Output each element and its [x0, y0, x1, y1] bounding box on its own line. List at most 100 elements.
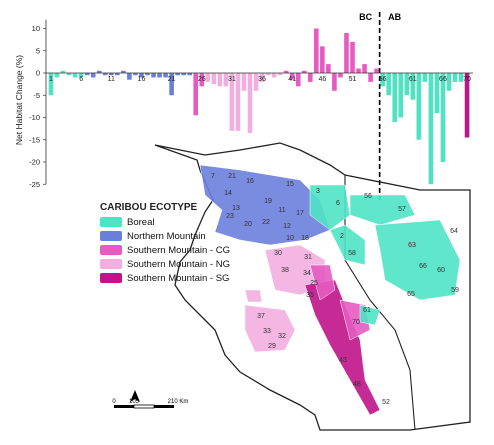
- x-tick-label: 36: [258, 76, 266, 83]
- map-range-label: 43: [339, 357, 347, 364]
- bar-18: [151, 73, 156, 78]
- bar-1: [48, 73, 54, 96]
- bar-68: [452, 73, 458, 82]
- legend-label: Southern Mountain - CG: [127, 244, 230, 256]
- map-range-label: 13: [232, 205, 240, 212]
- map-range-label: 17: [296, 210, 304, 217]
- map-range-label: 70: [352, 319, 360, 326]
- map-range-label: 66: [419, 263, 427, 270]
- scale-tick-2: 210 Km: [168, 399, 189, 405]
- map-range-label: 33: [263, 328, 271, 335]
- legend-swatch: [100, 217, 122, 227]
- bar-37: [265, 73, 271, 76]
- bar-6: [78, 73, 84, 78]
- scale-tick-1: 105: [129, 399, 140, 405]
- bar-26: [199, 73, 205, 87]
- north-arrow-icon: [130, 390, 140, 402]
- bar-52: [356, 68, 361, 73]
- bar-69: [458, 73, 464, 82]
- bar-5: [72, 73, 78, 78]
- bar-55: [374, 68, 379, 73]
- bar-58: [392, 73, 398, 122]
- caribou-range-area: [244, 304, 296, 353]
- scale-tick-0: 0: [112, 399, 116, 405]
- bar-25: [193, 73, 199, 116]
- map-range-label: 35: [306, 292, 314, 299]
- bar-14: [127, 73, 132, 80]
- bar-13: [121, 70, 126, 73]
- bar-56: [380, 73, 385, 87]
- map-range-label: 61: [363, 307, 371, 314]
- x-tick-label: 26: [198, 76, 206, 83]
- bar-7: [84, 73, 90, 76]
- map-range-label: 64: [450, 228, 458, 235]
- bar-43: [301, 70, 307, 73]
- map-range-label: 52: [382, 399, 390, 406]
- bar-60: [404, 73, 410, 96]
- legend-label: Boreal: [127, 216, 155, 228]
- map-range-label: 10: [286, 235, 294, 242]
- x-tick-label: 31: [228, 76, 236, 83]
- bar-45: [314, 28, 319, 73]
- bar-36: [259, 73, 265, 82]
- map-range-label: 25: [310, 280, 318, 287]
- caribou-range-area: [264, 244, 326, 296]
- map-range-label: 48: [353, 381, 361, 388]
- caribou-range-area: [244, 289, 263, 303]
- map-range-label: 58: [348, 250, 356, 257]
- bar-59: [398, 73, 404, 118]
- caribou-range-area: [329, 224, 366, 266]
- legend-title: CARIBOU ECOTYPE: [100, 202, 198, 213]
- bar-66: [440, 73, 446, 162]
- x-tick-label: 70: [463, 76, 471, 83]
- y-tick-label: -15: [29, 135, 40, 144]
- map-range-label: 57: [398, 206, 406, 213]
- bar-16: [139, 73, 144, 78]
- map-range-label: 37: [257, 313, 265, 320]
- bar-53: [362, 64, 367, 73]
- legend-item: Southern Mountain - CG: [100, 243, 230, 257]
- bar-29: [217, 73, 223, 87]
- map-range-label: 32: [278, 333, 286, 340]
- x-tick-label: 46: [318, 76, 326, 83]
- scale-bar-right2: [154, 405, 174, 408]
- scale-bar-left: [114, 405, 134, 408]
- map-range-label: 60: [437, 267, 445, 274]
- bar-11: [109, 73, 114, 76]
- bar-9: [96, 70, 102, 73]
- bar-49: [338, 73, 343, 78]
- caribou-range-area: [339, 299, 371, 341]
- y-tick-label: -25: [29, 180, 40, 189]
- bar-8: [90, 73, 96, 78]
- bar-40: [283, 70, 289, 73]
- y-tick-label: -5: [33, 91, 40, 100]
- bar-21: [169, 73, 174, 96]
- bar-10: [102, 73, 108, 76]
- bar-3: [60, 70, 66, 73]
- map-range-label: 12: [283, 223, 291, 230]
- legend-label: Northern Mountain: [127, 230, 206, 242]
- legend-swatch: [100, 259, 122, 269]
- caribou-range-area: [359, 304, 381, 326]
- x-tick-label: 66: [439, 76, 447, 83]
- bar-34: [247, 73, 253, 134]
- x-tick-label: 11: [108, 76, 115, 83]
- caribou-range-area: [309, 264, 336, 301]
- x-tick-label: 6: [79, 76, 83, 83]
- legend-label: Southern Mountain - SG: [127, 272, 230, 284]
- bar-31: [229, 73, 235, 131]
- y-tick-label: 0: [36, 69, 40, 78]
- bar-19: [157, 73, 162, 78]
- y-tick-label: -10: [29, 113, 40, 122]
- bar-57: [386, 73, 391, 96]
- bar-39: [277, 73, 283, 76]
- map-range-label: 31: [304, 254, 312, 261]
- bar-20: [163, 73, 168, 78]
- x-tick-label: 61: [409, 76, 417, 83]
- bar-47: [326, 64, 331, 73]
- x-tick-label: 21: [168, 76, 176, 83]
- map-range-label: 2: [340, 233, 344, 240]
- bar-35: [253, 73, 259, 91]
- bar-50: [344, 32, 349, 73]
- map-range-label: 11: [278, 207, 285, 214]
